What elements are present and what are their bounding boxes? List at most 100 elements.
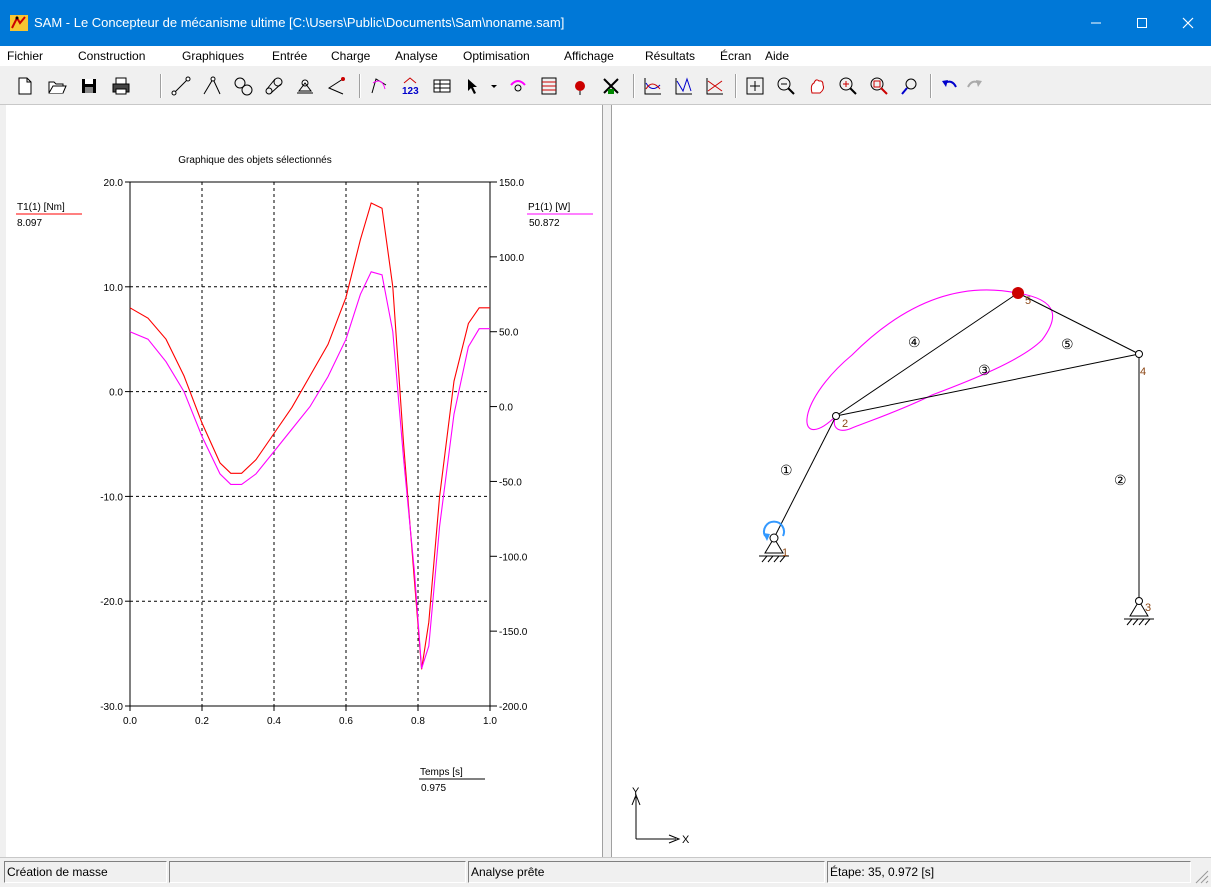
zoom-window-icon[interactable]	[868, 75, 890, 97]
zoom-object-icon[interactable]	[899, 75, 921, 97]
graph-canvas[interactable]: Graphique des objets sélectionnés T1(1) …	[6, 105, 602, 857]
angle-icon[interactable]	[325, 75, 347, 97]
graph1-icon[interactable]	[642, 75, 664, 97]
maximize-button[interactable]	[1119, 0, 1165, 46]
new-icon[interactable]	[14, 75, 36, 97]
x-tick-label: 0.4	[267, 716, 281, 727]
x-tick-label: 0.2	[195, 716, 209, 727]
link-3[interactable]	[835, 353, 1140, 417]
menu-fichier[interactable]: Fichier	[7, 49, 44, 63]
menu-aide[interactable]: Aide	[765, 49, 790, 63]
y2-tick-label: -50.0	[499, 477, 522, 488]
series-lines	[129, 202, 490, 670]
link-icon[interactable]	[170, 75, 192, 97]
menu-resultats[interactable]: Résultats	[645, 49, 696, 63]
zoom-in-icon[interactable]	[837, 75, 859, 97]
link-5[interactable]	[1017, 292, 1140, 355]
fit-icon[interactable]	[744, 75, 766, 97]
series-line-t1	[129, 202, 490, 670]
node-4[interactable]	[1135, 350, 1143, 358]
y-tick-label: 0.0	[109, 388, 123, 399]
graph-title: Graphique des objets sélectionnés	[178, 155, 331, 166]
status-step: Étape: 35, 0.972 [s]	[827, 861, 1191, 883]
coupler-curve	[806, 289, 1054, 431]
left-axis-ticks: 20.0 10.0 0.0 -10.0 -20.0 -30.0	[100, 178, 130, 713]
mass-node-5[interactable]	[1012, 287, 1024, 299]
pan-icon[interactable]	[806, 75, 828, 97]
gear-icon[interactable]	[232, 75, 254, 97]
close-button[interactable]	[1165, 0, 1211, 46]
y-tick-label: -10.0	[100, 492, 123, 503]
graph2-icon[interactable]	[673, 75, 695, 97]
toolbar: 123	[0, 66, 1211, 105]
node-label-5: 5	[1025, 295, 1031, 307]
save-icon[interactable]	[78, 75, 100, 97]
maximize-icon	[1137, 18, 1147, 28]
axis-x-label: X	[682, 834, 690, 846]
resize-grip-icon[interactable]	[1193, 868, 1209, 884]
open-icon[interactable]	[46, 75, 68, 97]
plot-area[interactable]	[129, 181, 491, 707]
right-axis-value: 50.872	[529, 218, 560, 229]
undo-icon[interactable]	[938, 75, 960, 97]
motor-icon	[763, 520, 785, 537]
redo-icon	[967, 80, 982, 88]
load-icon[interactable]	[600, 75, 622, 97]
panel-splitter[interactable]	[602, 105, 612, 857]
x-tick-label: 1.0	[483, 716, 497, 727]
svg-text:123: 123	[402, 86, 419, 97]
menu-bar: Fichier Construction Graphiques Entrée C…	[0, 46, 1211, 67]
y2-tick-label: -100.0	[499, 552, 528, 563]
right-axis-ticks: 150.0 100.0 50.0 0.0 -50.0 -100.0 -150.0 -200.0	[490, 178, 528, 713]
trace-icon[interactable]	[368, 75, 390, 97]
link-label-1: ①	[780, 462, 793, 478]
series-line-p1	[129, 271, 490, 669]
node-2[interactable]	[832, 412, 840, 420]
mass-icon[interactable]	[569, 75, 591, 97]
spring-icon[interactable]	[538, 75, 560, 97]
menu-construction[interactable]: Construction	[78, 49, 146, 63]
node-label-4: 4	[1140, 366, 1146, 378]
link-1[interactable]	[773, 415, 837, 539]
minimize-button[interactable]	[1073, 0, 1119, 46]
ground-support-1[interactable]	[759, 520, 789, 563]
link-4[interactable]	[835, 292, 1019, 417]
belt-icon[interactable]	[263, 75, 285, 97]
y2-tick-label: 0.0	[499, 403, 513, 414]
support-icon[interactable]	[294, 75, 316, 97]
menu-ecran[interactable]: Écran	[720, 49, 752, 63]
zoom-out-icon[interactable]	[775, 75, 797, 97]
mechanism-canvas[interactable]: ① ② ③ ④ ⑤ 1 2 3 4 5	[612, 105, 1211, 857]
y-tick-label: 20.0	[104, 178, 124, 189]
menu-entree[interactable]: Entrée	[272, 49, 308, 63]
dropdown-icon[interactable]	[483, 75, 505, 97]
menu-graphiques[interactable]: Graphiques	[182, 49, 245, 63]
right-axis-label: P1(1) [W]	[528, 202, 570, 213]
y-tick-label: 10.0	[104, 283, 124, 294]
number-icon[interactable]: 123	[400, 75, 422, 97]
motor-icon[interactable]	[507, 75, 529, 97]
print-icon[interactable]	[110, 75, 132, 97]
graph3-icon[interactable]	[704, 75, 726, 97]
menu-affichage[interactable]: Affichage	[564, 49, 614, 63]
pointer-icon[interactable]	[462, 75, 484, 97]
title-bar: SAM - Le Concepteur de mécanisme ultime …	[0, 0, 1211, 46]
x-axis-ticks: 0.0 0.2 0.4 0.6 0.8 1.0	[123, 706, 497, 727]
graph-panel[interactable]: Graphique des objets sélectionnés T1(1) …	[6, 105, 602, 857]
node-label-3: 3	[1145, 602, 1151, 614]
status-middle	[169, 861, 466, 883]
left-axis-label: T1(1) [Nm]	[17, 202, 65, 213]
node-label-2: 2	[842, 418, 848, 430]
x-axis-value: 0.975	[421, 783, 446, 794]
menu-analyse[interactable]: Analyse	[395, 49, 438, 63]
ground-support-3[interactable]	[1124, 597, 1154, 626]
link2-icon[interactable]	[201, 75, 223, 97]
menu-charge[interactable]: Charge	[331, 49, 371, 63]
table-icon[interactable]	[431, 75, 453, 97]
link-label-4: ④	[908, 334, 921, 350]
y-tick-label: -20.0	[100, 597, 123, 608]
menu-optimisation[interactable]: Optimisation	[463, 49, 530, 63]
y2-tick-label: 50.0	[499, 328, 519, 339]
mechanism-panel[interactable]: ① ② ③ ④ ⑤ 1 2 3 4 5	[612, 105, 1211, 857]
node-label-1: 1	[782, 547, 788, 559]
